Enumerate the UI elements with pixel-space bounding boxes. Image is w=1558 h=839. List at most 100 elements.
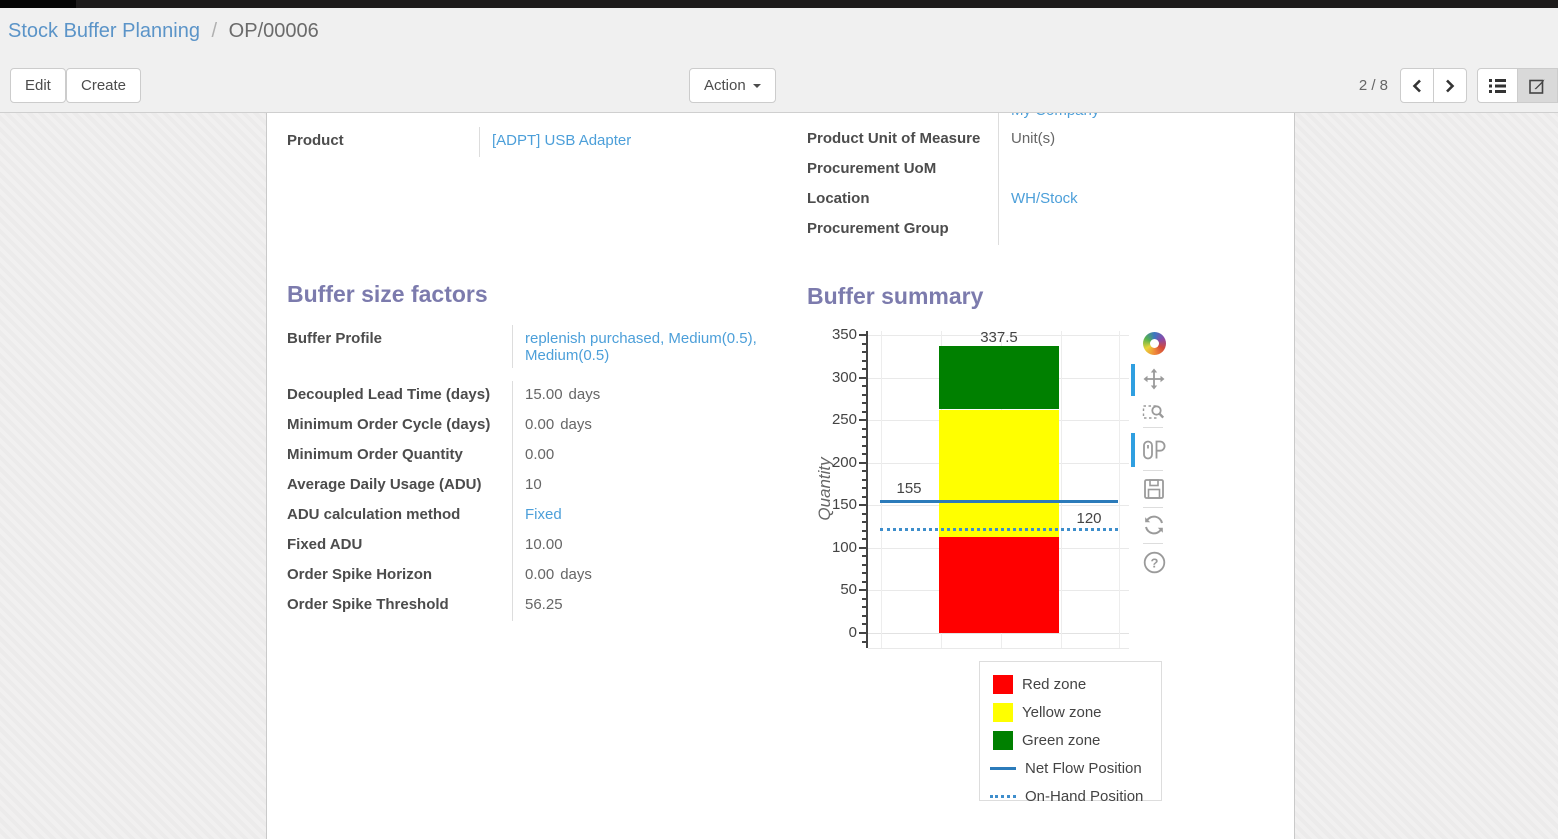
y-tick-major	[859, 377, 866, 379]
field-value-text[interactable]: WH/Stock	[1011, 190, 1078, 207]
legend-item-yellow-zone[interactable]: Yellow zone	[980, 698, 1161, 726]
form-view-background: Product [ADPT] USB Adapter My Company Prod…	[0, 113, 1558, 839]
field-row: Decoupled Lead Time (days) 15.00 days	[287, 381, 779, 411]
field-label: ADU calculation method	[287, 506, 461, 523]
y-axis-line	[866, 331, 868, 648]
green-zone-bar	[939, 345, 1059, 410]
y-tick-minor	[862, 453, 866, 455]
active-mode-indicator	[1131, 364, 1135, 396]
field-row: ADU calculation method Fixed	[287, 501, 779, 531]
y-tick-label: 350	[831, 326, 857, 343]
y-tick-minor	[862, 581, 866, 583]
field-value[interactable]: replenish purchased, Medium(0.5), Medium…	[512, 325, 779, 368]
field-unit: days	[560, 566, 592, 583]
y-tick-minor	[862, 428, 866, 430]
download-plot-icon[interactable]	[1141, 476, 1167, 502]
y-tick-minor	[862, 641, 866, 643]
field-row: Buffer Profile replenish purchased, Mediu…	[287, 325, 779, 381]
field-value: 15.00 days	[512, 381, 779, 411]
field-unit: days	[560, 416, 592, 433]
field-value-text: 10.00	[525, 536, 563, 553]
pager-value[interactable]: 2 / 8	[1358, 77, 1388, 94]
pager-next-button[interactable]	[1433, 68, 1467, 103]
field-value[interactable]: [ADPT] USB Adapter	[479, 127, 767, 157]
field-label: Fixed ADU	[287, 536, 363, 553]
compare-hover-icon[interactable]	[1141, 437, 1167, 463]
action-dropdown-button[interactable]: Action	[689, 68, 776, 103]
on-hand-position-line	[880, 527, 1118, 531]
y-tick-minor	[862, 445, 866, 447]
field-value-text[interactable]: [ADPT] USB Adapter	[492, 132, 632, 149]
field-unit: days	[568, 386, 601, 403]
edit-button[interactable]: Edit	[10, 68, 66, 103]
y-tick-minor	[862, 521, 866, 523]
legend-swatch	[993, 702, 1013, 722]
y-tick-minor	[862, 360, 866, 362]
field-label: Product	[287, 132, 344, 149]
field-value-text[interactable]: Fixed	[525, 506, 562, 523]
y-tick-major	[859, 547, 866, 549]
y-tick-minor	[862, 470, 866, 472]
gridline-h	[868, 335, 1129, 336]
field-row: My Company	[807, 113, 1292, 125]
field-value[interactable]: WH/Stock	[998, 185, 1292, 215]
y-tick-minor	[862, 555, 866, 557]
field-value-text[interactable]: replenish purchased, Medium(0.5), Medium…	[525, 330, 757, 364]
list-view-button[interactable]	[1477, 68, 1518, 103]
field-value[interactable]: My Company	[998, 113, 1292, 125]
field-label: Procurement Group	[807, 220, 949, 237]
field-label: Average Daily Usage (ADU)	[287, 476, 482, 493]
red-zone-bar	[939, 537, 1059, 633]
legend-item-red-zone[interactable]: Red zone	[980, 670, 1161, 698]
y-tick-minor	[862, 530, 866, 532]
field-label	[807, 113, 998, 118]
plot-bottom-edge	[868, 648, 1129, 649]
field-value[interactable]: Fixed	[512, 501, 779, 531]
y-tick-minor	[862, 564, 866, 566]
field-value: 56.25	[512, 591, 779, 621]
autoscale-icon[interactable]	[1141, 512, 1167, 538]
pager-previous-button[interactable]	[1400, 68, 1434, 103]
y-tick-label: 200	[831, 454, 857, 471]
y-tick-major	[859, 632, 866, 634]
legend-item-net-flow-position[interactable]: Net Flow Position	[980, 754, 1161, 782]
yellow-zone-bar	[939, 409, 1059, 538]
field-row: Order Spike Threshold 56.25	[287, 591, 779, 621]
buffer-size-factors-title: Buffer size factors	[287, 281, 488, 307]
y-tick-minor	[862, 623, 866, 625]
y-tick-minor	[862, 368, 866, 370]
line-value-label: 120	[1076, 509, 1102, 527]
form-view-button[interactable]	[1517, 68, 1558, 103]
legend-item-green-zone[interactable]: Green zone	[980, 726, 1161, 754]
y-tick-minor	[862, 513, 866, 515]
form-view-icon	[1529, 78, 1545, 94]
field-row: Procurement Group	[807, 215, 1292, 245]
field-value	[998, 155, 1292, 185]
legend-swatch	[993, 674, 1013, 694]
top-navbar	[0, 0, 1558, 8]
buffer-chart: Quantity	[807, 326, 1197, 810]
pan-icon[interactable]	[1141, 366, 1167, 392]
y-tick-label: 300	[831, 369, 857, 386]
breadcrumb-parent-link[interactable]: Stock Buffer Planning	[8, 20, 200, 42]
field-row: Minimum Order Cycle (days) 0.00 days	[287, 411, 779, 441]
field-row: Procurement UoM	[807, 155, 1292, 185]
buffer-factors-table: Buffer Profile replenish purchased, Mediu…	[287, 325, 779, 621]
field-value: 10.00	[512, 531, 779, 561]
legend-label: Red zone	[1022, 675, 1087, 693]
y-tick-label: 250	[831, 411, 857, 428]
plotly-logo-icon[interactable]	[1141, 330, 1167, 356]
create-button[interactable]: Create	[66, 68, 142, 103]
legend-item-on-hand-position[interactable]: On-Hand Position	[980, 782, 1161, 810]
box-zoom-icon[interactable]	[1141, 399, 1167, 425]
legend-label: Yellow zone	[1022, 703, 1102, 721]
y-tick-minor	[862, 343, 866, 345]
help-icon[interactable]: ?	[1141, 549, 1167, 575]
field-value-text[interactable]: My Company	[1011, 113, 1292, 119]
pager-area: 2 / 8	[1359, 68, 1558, 103]
line-value-label: 155	[896, 480, 922, 498]
field-value-text: Unit(s)	[1011, 130, 1056, 147]
field-label: Decoupled Lead Time (days)	[287, 386, 491, 403]
field-label: Buffer Profile	[287, 330, 383, 347]
